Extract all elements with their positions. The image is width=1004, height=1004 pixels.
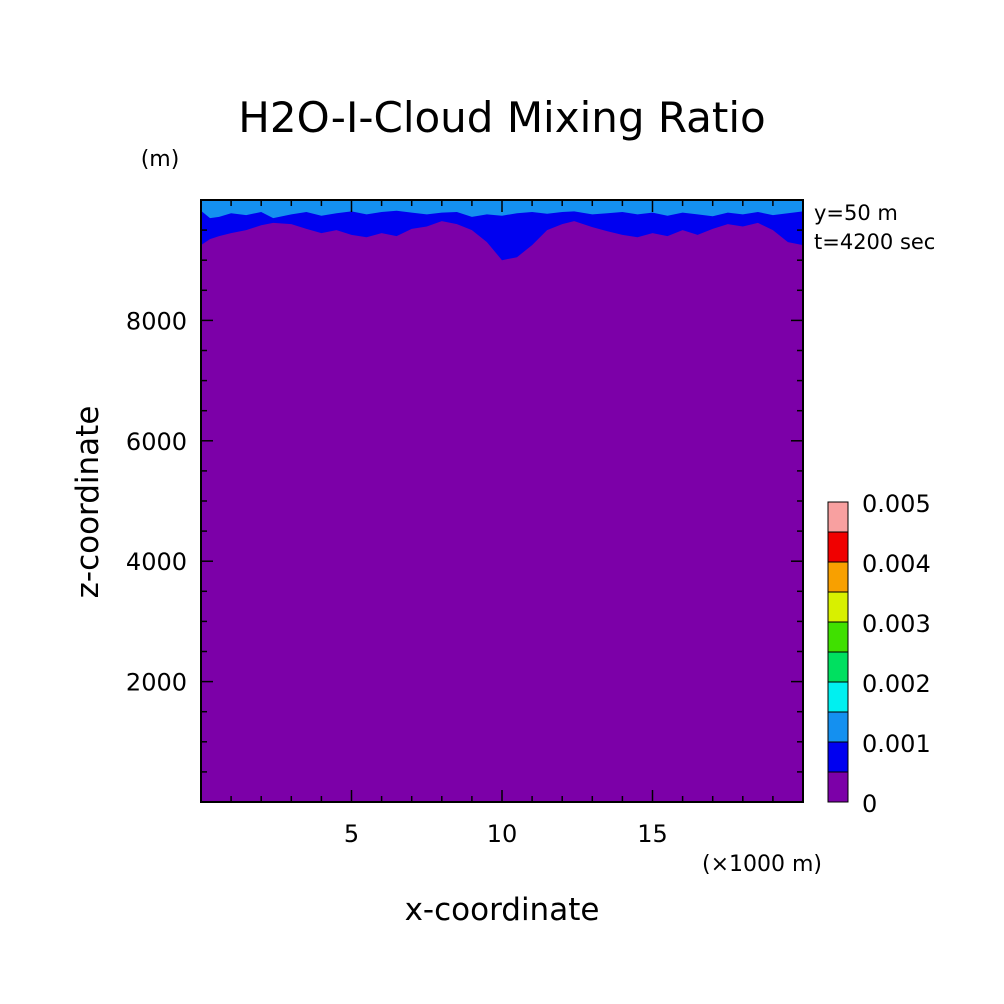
y-tick-label: 4000 bbox=[126, 548, 187, 576]
contour-band-0 bbox=[201, 221, 803, 803]
y-tick-label: 6000 bbox=[126, 428, 187, 456]
colorbar-tick-label: 0.004 bbox=[862, 550, 931, 578]
axes: 5 10 15 2000 4000 6000 8000 bbox=[126, 199, 804, 848]
colorbar-tick-label: 0 bbox=[862, 790, 877, 818]
colorbar-swatch bbox=[827, 591, 849, 623]
y-unit-label: (m) bbox=[141, 147, 180, 172]
colorbar-swatch bbox=[827, 501, 849, 533]
colorbar-swatch bbox=[827, 531, 849, 563]
colorbar-tick-label: 0.001 bbox=[862, 730, 931, 758]
colorbar-swatch bbox=[827, 711, 849, 743]
colorbar: 0 0.001 0.002 0.003 0.004 0.005 bbox=[827, 490, 931, 818]
chart-title: H2O-I-Cloud Mixing Ratio bbox=[238, 93, 765, 142]
info-line-1: y=50 m bbox=[814, 201, 898, 225]
plot-area bbox=[201, 200, 803, 803]
colorbar-tick-label: 0.005 bbox=[862, 490, 931, 518]
y-tick-label: 2000 bbox=[126, 669, 187, 697]
colorbar-swatch bbox=[827, 741, 849, 773]
colorbar-swatch bbox=[827, 681, 849, 713]
y-axis-label: z-coordinate bbox=[70, 406, 106, 599]
y-tick-label: 8000 bbox=[126, 307, 187, 335]
info-line-2: t=4200 sec bbox=[814, 230, 935, 254]
x-axis-label: x-coordinate bbox=[405, 892, 600, 928]
colorbar-swatch bbox=[827, 771, 849, 803]
colorbar-swatch bbox=[827, 651, 849, 683]
x-tick-label: 10 bbox=[487, 820, 518, 848]
colorbar-tick-label: 0.002 bbox=[862, 670, 931, 698]
colorbar-swatch bbox=[827, 621, 849, 653]
x-tick-label: 5 bbox=[344, 820, 359, 848]
x-tick-label: 15 bbox=[637, 820, 668, 848]
colorbar-tick-label: 0.003 bbox=[862, 610, 931, 638]
colorbar-swatch bbox=[827, 561, 849, 593]
x-unit-label: (×1000 m) bbox=[702, 852, 822, 877]
